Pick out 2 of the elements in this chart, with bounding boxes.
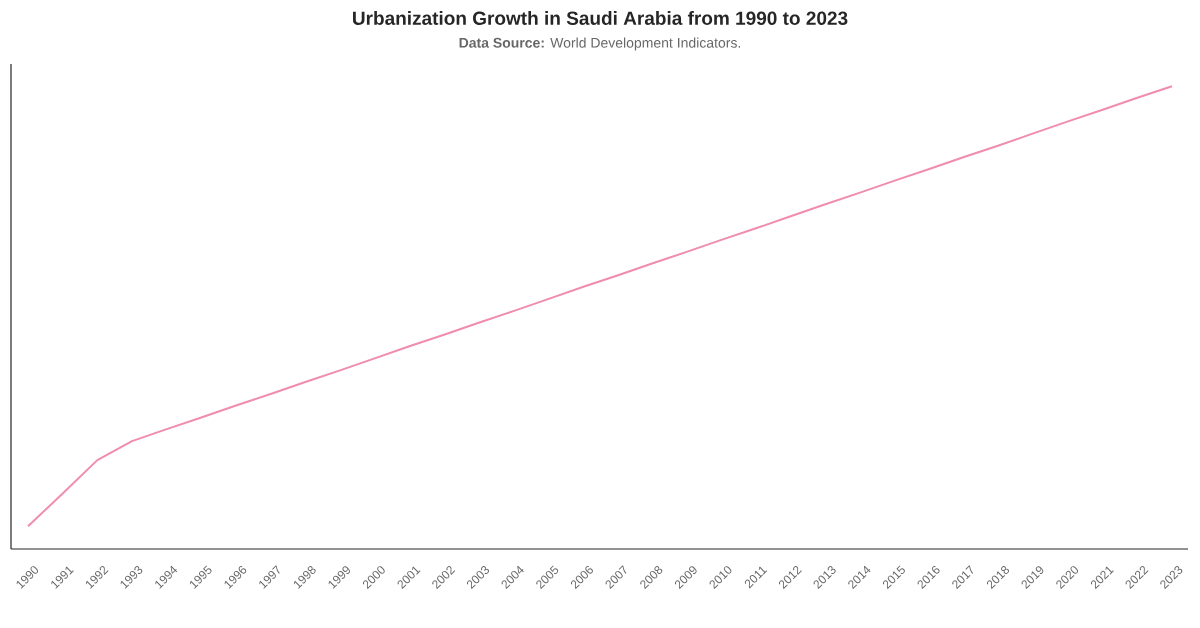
chart-title: Urbanization Growth in Saudi Arabia from 1990 to 2023 [353,11,848,25]
chart-subtitle: Data Source: World Development Indicators. [459,37,741,51]
